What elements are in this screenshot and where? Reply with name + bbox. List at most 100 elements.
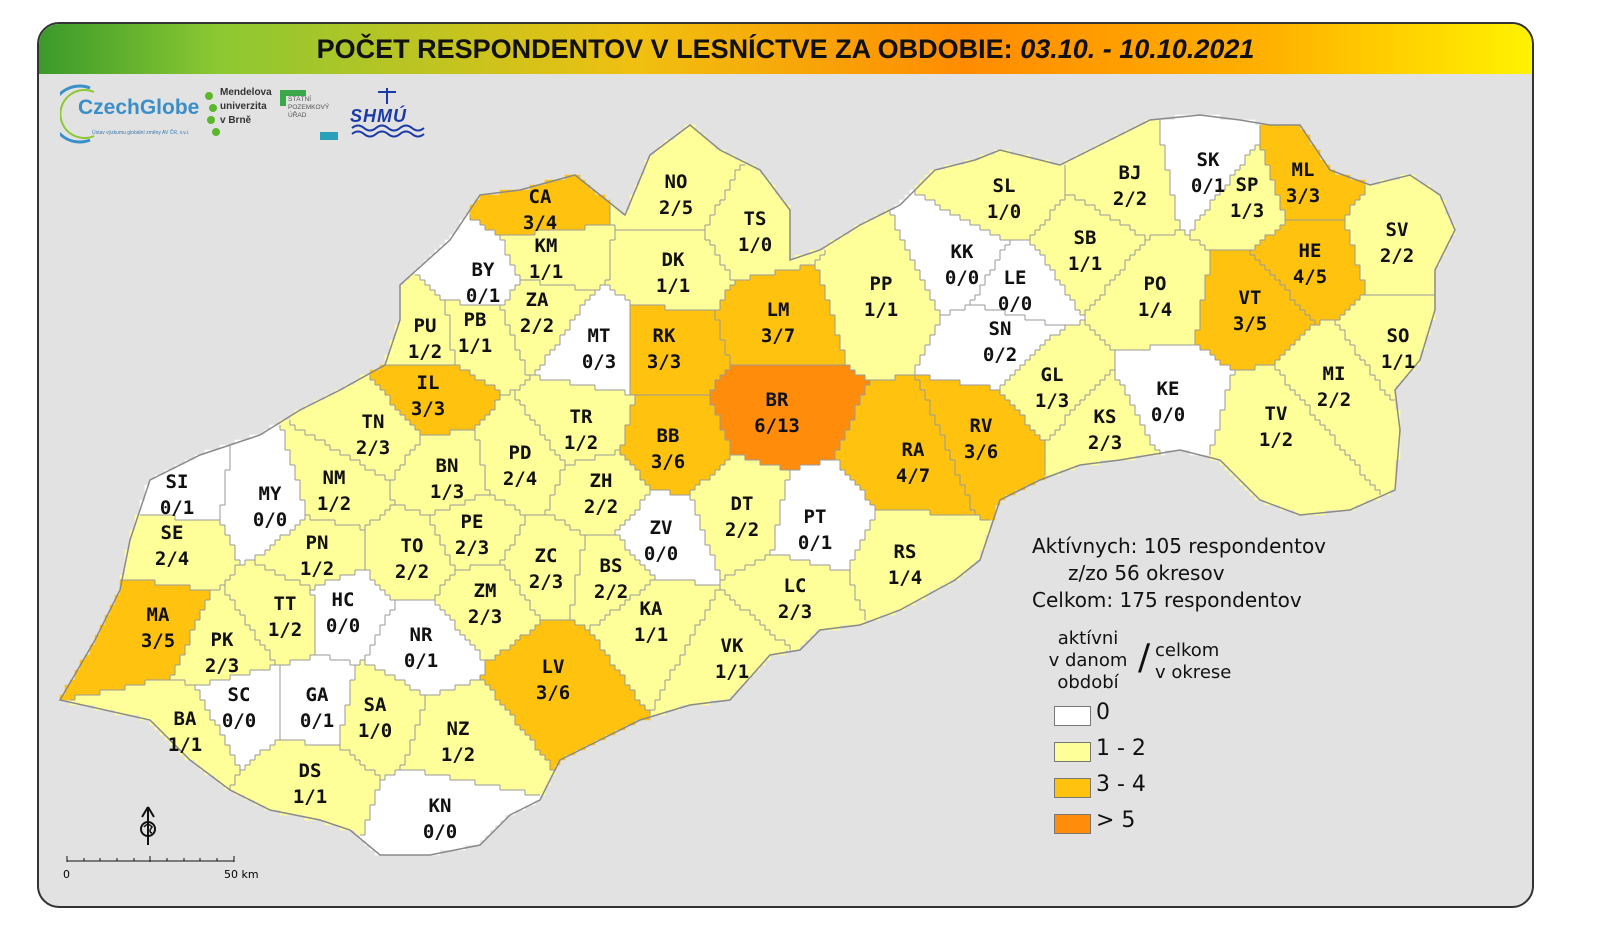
district-code-ma: MA	[147, 604, 170, 626]
scale-end: 50 km	[224, 868, 259, 881]
district-code-il: IL	[417, 372, 440, 394]
district-vt	[1194, 249, 1316, 371]
district-pt	[769, 459, 876, 571]
legend-swatch-2	[1054, 778, 1091, 798]
district-value-pt: 0/1	[798, 532, 832, 554]
district-value-sn: 0/2	[983, 344, 1017, 366]
title-prefix: POČET RESPONDENTOV V LESNÍCTVE ZA OBDOBI…	[316, 34, 1021, 64]
title-dates: 03.10. - 10.10.2021	[1020, 34, 1255, 64]
district-value-rk: 3/3	[647, 351, 681, 373]
district-so	[1334, 294, 1436, 401]
district-code-dt: DT	[731, 493, 754, 515]
district-value-tr: 1/2	[564, 432, 598, 454]
district-dt	[689, 454, 791, 581]
inner-borders	[70, 120, 1435, 836]
district-ga	[279, 654, 356, 746]
district-code-sl: SL	[993, 175, 1016, 197]
district-value-ml: 3/3	[1286, 185, 1320, 207]
district-code-bj: BJ	[1119, 162, 1142, 184]
district-pp	[814, 209, 941, 381]
district-value-nm: 1/2	[317, 493, 351, 515]
district-value-pd: 2/4	[503, 468, 537, 490]
scale-start: 0	[63, 868, 70, 881]
district-value-le: 0/0	[998, 293, 1032, 315]
district-code-pk: PK	[211, 629, 234, 651]
legend-label-3: > 5	[1096, 808, 1136, 833]
district-zm	[434, 564, 541, 661]
district-value-zc: 2/3	[529, 571, 563, 593]
district-value-ga: 0/1	[300, 710, 334, 732]
legend-label-2: 3 - 4	[1096, 772, 1146, 797]
spu-line-2: POZEMKOVÝ	[288, 104, 330, 111]
district-value-nr: 0/1	[404, 650, 438, 672]
district-ca	[469, 174, 611, 236]
district-code-tn: TN	[362, 411, 385, 433]
district-code-po: PO	[1144, 273, 1167, 295]
district-value-tv: 1/2	[1259, 429, 1293, 451]
district-km	[499, 224, 616, 291]
legend-swatch-1	[1054, 742, 1091, 762]
district-code-dk: DK	[662, 249, 685, 271]
district-to	[364, 504, 456, 601]
district-code-tt: TT	[274, 593, 297, 615]
district-tr	[514, 374, 636, 466]
district-code-bb: BB	[657, 425, 680, 447]
district-vk	[649, 589, 791, 716]
district-value-pe: 2/3	[455, 537, 489, 559]
district-value-lm: 3/7	[761, 325, 795, 347]
spu-text: STÁTNÍ POZEMKOVÝ ÚŘAD	[288, 96, 338, 120]
district-code-sa: SA	[364, 694, 387, 716]
district-code-bs: BS	[600, 555, 623, 577]
district-ba	[69, 679, 241, 791]
district-code-zv: ZV	[650, 517, 673, 539]
district-sl	[914, 149, 1066, 241]
district-code-pu: PU	[414, 315, 437, 337]
district-value-sl: 1/0	[987, 201, 1021, 223]
district-code-mt: MT	[588, 325, 611, 347]
district-pb	[444, 299, 531, 396]
district-code-pn: PN	[306, 532, 329, 554]
mendel-line-1: Mendelova	[220, 87, 272, 98]
district-value-sc: 0/0	[222, 710, 256, 732]
district-code-pt: PT	[804, 506, 827, 528]
district-code-nr: NR	[410, 624, 433, 646]
district-code-rs: RS	[894, 541, 917, 563]
district-rk	[629, 304, 731, 396]
district-value-rv: 3/6	[964, 441, 998, 463]
district-my	[219, 424, 306, 566]
district-code-vk: VK	[721, 635, 744, 657]
country-outline	[58, 114, 1456, 856]
district-code-mi: MI	[1323, 363, 1346, 385]
district-value-gl: 1/3	[1035, 390, 1069, 412]
district-value-pk: 2/3	[205, 655, 239, 677]
district-code-lc: LC	[784, 575, 807, 597]
legend-right-line-1: celkom	[1155, 640, 1220, 661]
district-hc	[309, 569, 396, 666]
district-zc	[499, 514, 586, 621]
district-value-by: 0/1	[466, 285, 500, 307]
legend-swatch-0	[1054, 706, 1091, 726]
district-value-dk: 1/1	[656, 275, 690, 297]
shmu-logo: SHMÚ	[350, 86, 434, 138]
legend-label-0: 0	[1096, 700, 1110, 725]
district-code-sb: SB	[1074, 227, 1097, 249]
district-ka	[589, 579, 721, 711]
district-tt	[224, 559, 316, 666]
district-value-po: 1/4	[1138, 299, 1172, 321]
district-sc	[194, 664, 281, 771]
district-value-si: 0/1	[160, 497, 194, 519]
district-code-ds: DS	[299, 760, 322, 782]
title-banner	[39, 24, 1532, 74]
district-code-he: HE	[1299, 240, 1322, 262]
district-rv	[914, 374, 1046, 521]
stat-total: Celkom: 175 respondentov	[1032, 588, 1302, 612]
district-lv	[479, 619, 651, 771]
district-value-bb: 3/6	[651, 451, 685, 473]
district-code-ml: ML	[1292, 159, 1315, 181]
district-bb	[619, 394, 731, 496]
district-value-za: 2/2	[520, 315, 554, 337]
district-code-se: SE	[161, 522, 184, 544]
district-value-ks: 2/3	[1088, 432, 1122, 454]
district-code-za: ZA	[526, 289, 549, 311]
district-value-rs: 1/4	[888, 567, 922, 589]
